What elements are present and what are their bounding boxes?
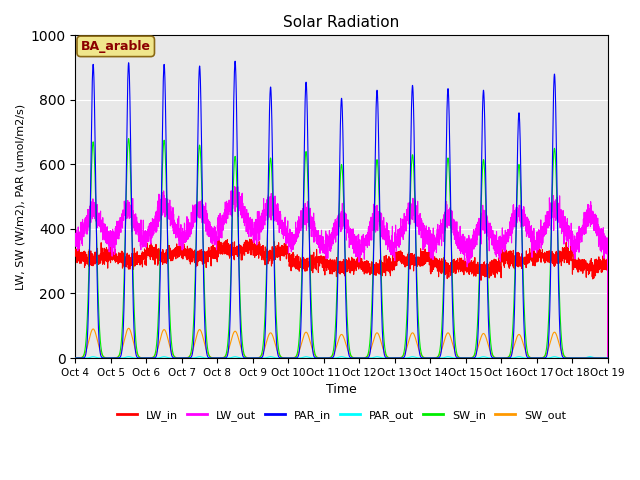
SW_in bbox=[568, 355, 576, 361]
SW_out bbox=[125, 325, 132, 331]
SW_in bbox=[491, 355, 499, 360]
SW_in bbox=[461, 355, 468, 361]
PAR_out bbox=[322, 355, 330, 361]
Line: PAR_out: PAR_out bbox=[76, 357, 608, 358]
PAR_in bbox=[231, 58, 239, 64]
SW_out bbox=[431, 355, 439, 360]
LW_in bbox=[604, 262, 611, 268]
SW_out bbox=[491, 354, 499, 360]
SW_out bbox=[568, 355, 576, 361]
SW_out bbox=[72, 355, 79, 361]
LW_out bbox=[72, 240, 79, 245]
SW_in bbox=[72, 355, 79, 361]
SW_in bbox=[125, 136, 132, 142]
PAR_out bbox=[604, 355, 612, 361]
SW_out bbox=[604, 355, 612, 361]
PAR_in bbox=[431, 355, 439, 361]
SW_out bbox=[167, 348, 175, 354]
Title: Solar Radiation: Solar Radiation bbox=[284, 15, 399, 30]
SW_in bbox=[322, 355, 330, 361]
Line: LW_in: LW_in bbox=[76, 238, 608, 358]
Text: BA_arable: BA_arable bbox=[81, 40, 151, 53]
SW_out bbox=[461, 355, 468, 361]
PAR_in bbox=[604, 355, 612, 361]
X-axis label: Time: Time bbox=[326, 383, 357, 396]
PAR_out bbox=[461, 355, 468, 361]
PAR_in bbox=[322, 355, 330, 361]
PAR_in bbox=[167, 349, 175, 355]
SW_out bbox=[604, 355, 611, 361]
LW_out bbox=[431, 246, 439, 252]
SW_in bbox=[604, 355, 611, 361]
LW_out bbox=[604, 237, 611, 243]
PAR_out bbox=[491, 355, 499, 361]
SW_in bbox=[604, 355, 612, 361]
SW_in bbox=[167, 336, 175, 342]
LW_out bbox=[604, 355, 612, 361]
SW_out bbox=[322, 355, 330, 361]
LW_in bbox=[461, 259, 468, 265]
Line: PAR_in: PAR_in bbox=[76, 61, 608, 358]
PAR_in bbox=[491, 355, 499, 361]
LW_out bbox=[491, 241, 499, 247]
LW_out bbox=[231, 183, 239, 189]
Legend: LW_in, LW_out, PAR_in, PAR_out, SW_in, SW_out: LW_in, LW_out, PAR_in, PAR_out, SW_in, S… bbox=[113, 406, 570, 425]
PAR_out bbox=[72, 355, 79, 361]
PAR_out bbox=[90, 354, 97, 360]
LW_in bbox=[72, 250, 79, 256]
LW_out bbox=[461, 234, 468, 240]
Y-axis label: LW, SW (W/m2), PAR (umol/m2/s): LW, SW (W/m2), PAR (umol/m2/s) bbox=[15, 104, 25, 290]
PAR_out bbox=[604, 355, 611, 361]
PAR_in bbox=[461, 355, 468, 361]
Line: LW_out: LW_out bbox=[76, 186, 608, 358]
LW_in bbox=[604, 355, 612, 361]
PAR_in bbox=[604, 355, 611, 361]
LW_out bbox=[167, 216, 175, 222]
Line: SW_in: SW_in bbox=[76, 139, 608, 358]
PAR_out bbox=[431, 355, 439, 361]
LW_in bbox=[167, 255, 175, 261]
PAR_out bbox=[167, 355, 175, 361]
LW_in bbox=[491, 263, 499, 269]
LW_in bbox=[215, 235, 223, 240]
Line: SW_out: SW_out bbox=[76, 328, 608, 358]
PAR_in bbox=[72, 355, 79, 361]
LW_in bbox=[322, 257, 330, 263]
LW_in bbox=[431, 264, 439, 270]
LW_out bbox=[322, 249, 330, 254]
PAR_in bbox=[568, 355, 576, 361]
SW_in bbox=[431, 355, 439, 361]
